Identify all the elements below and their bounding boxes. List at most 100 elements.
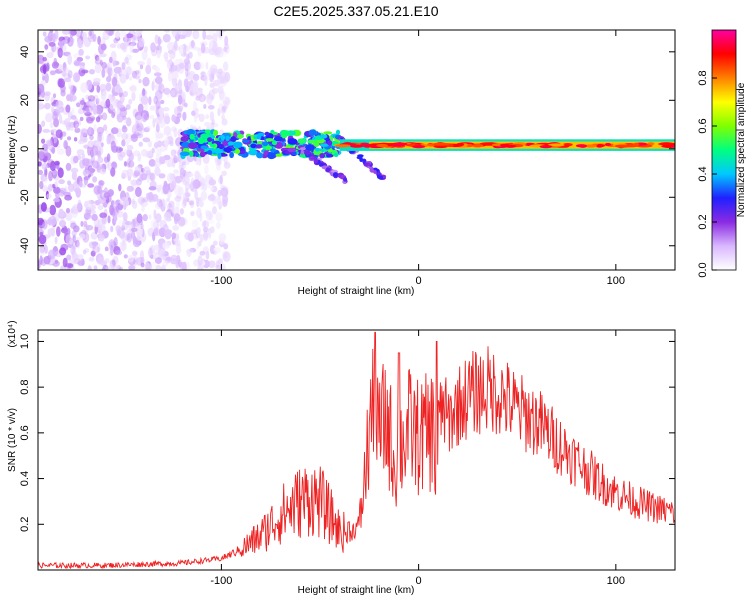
noise-blob: [101, 216, 107, 225]
noise-blob: [45, 112, 53, 123]
noise-blob: [44, 244, 48, 254]
noise-blob: [74, 188, 79, 193]
branch-blob: [300, 150, 304, 155]
noise-blob: [115, 250, 123, 256]
noise-blob: [205, 34, 213, 40]
noise-blob: [47, 183, 53, 192]
noise-blob: [44, 91, 51, 96]
noise-blob: [160, 99, 165, 105]
noise-blob: [65, 162, 72, 171]
noise-blob: [205, 61, 209, 70]
noise-blob: [102, 89, 107, 97]
x-tick-label: -100: [210, 275, 232, 287]
noise-blob: [140, 262, 145, 268]
noise-blob: [217, 85, 224, 95]
noise-blob: [181, 161, 186, 166]
noise-blob: [109, 43, 117, 48]
noise-blob: [89, 134, 94, 141]
branch-blob: [299, 147, 306, 151]
noise-blob: [115, 31, 121, 39]
noise-blob: [93, 77, 101, 83]
noise-blob: [119, 240, 127, 252]
noise-blob: [63, 67, 69, 73]
heatmap-xlabel: Height of straight line (km): [298, 286, 415, 297]
noise-blob: [103, 192, 110, 199]
noise-blob: [58, 64, 64, 72]
noise-blob: [82, 169, 90, 177]
noise-blob: [217, 108, 221, 117]
noise-blob: [185, 170, 190, 182]
noise-blob: [59, 189, 65, 197]
noise-blob: [138, 37, 145, 48]
noise-blob: [134, 70, 140, 75]
noise-blob: [140, 95, 149, 105]
noise-blob: [204, 121, 211, 127]
noise-blob: [156, 50, 161, 59]
noise-blob: [131, 91, 136, 102]
noise-blob: [187, 172, 194, 177]
noise-blob: [183, 197, 187, 207]
noise-blob: [134, 75, 140, 80]
noise-blob: [119, 107, 128, 112]
noise-blob: [137, 196, 146, 205]
noise-blob: [193, 46, 200, 51]
x-tick-label: 0: [416, 575, 422, 587]
band-peak: [633, 142, 640, 146]
noise-blob: [72, 257, 79, 265]
noise-blob: [80, 69, 89, 74]
noise-blob: [64, 118, 71, 128]
noise-blob: [113, 66, 122, 74]
noise-blob: [118, 219, 125, 229]
noise-blob: [60, 217, 65, 228]
branch-blob: [373, 170, 377, 174]
noise-blob: [110, 167, 116, 177]
noise-blob: [208, 67, 216, 75]
noise-blob: [148, 214, 152, 220]
noise-blob: [40, 202, 47, 212]
noise-blob: [141, 198, 145, 203]
signal-blob: [200, 133, 211, 139]
noise-blob: [155, 76, 163, 85]
noise-blob: [94, 200, 101, 206]
noise-blob: [195, 160, 201, 166]
noise-blob: [211, 68, 219, 75]
noise-blob: [118, 92, 123, 98]
noise-blob: [193, 125, 197, 131]
noise-blob: [137, 177, 144, 182]
x-tick-label: 100: [607, 575, 625, 587]
signal-blob: [271, 140, 278, 146]
colorbar-tick-label: 0.0: [697, 262, 709, 277]
noise-blob: [219, 174, 223, 185]
noise-blob: [65, 104, 71, 113]
signal-blob: [319, 153, 326, 159]
noise-blob: [106, 153, 111, 163]
noise-blob: [141, 149, 148, 157]
noise-blob: [58, 179, 65, 185]
noise-blob: [99, 212, 108, 219]
noise-blob: [135, 115, 143, 124]
noise-blob: [195, 95, 200, 101]
noise-blob: [158, 199, 163, 209]
noise-blob: [217, 157, 222, 166]
noise-blob: [67, 180, 72, 186]
branch-blob: [319, 162, 325, 167]
band-peak: [376, 143, 388, 148]
signal-blob: [257, 132, 265, 137]
noise-blob: [173, 127, 178, 138]
noise-blob: [76, 241, 81, 249]
noise-blob: [202, 183, 208, 191]
noise-blob: [216, 221, 221, 229]
noise-blob: [52, 110, 58, 122]
noise-blob: [163, 125, 172, 136]
noise-blob: [168, 58, 173, 66]
noise-blob: [145, 125, 151, 131]
noise-blob: [192, 30, 200, 40]
noise-blob: [96, 98, 101, 105]
noise-blob: [208, 260, 216, 269]
noise-blob: [221, 118, 228, 126]
noise-blob: [62, 39, 68, 44]
noise-blob: [147, 140, 153, 148]
signal-blob: [220, 134, 225, 141]
noise-blob: [142, 166, 151, 174]
